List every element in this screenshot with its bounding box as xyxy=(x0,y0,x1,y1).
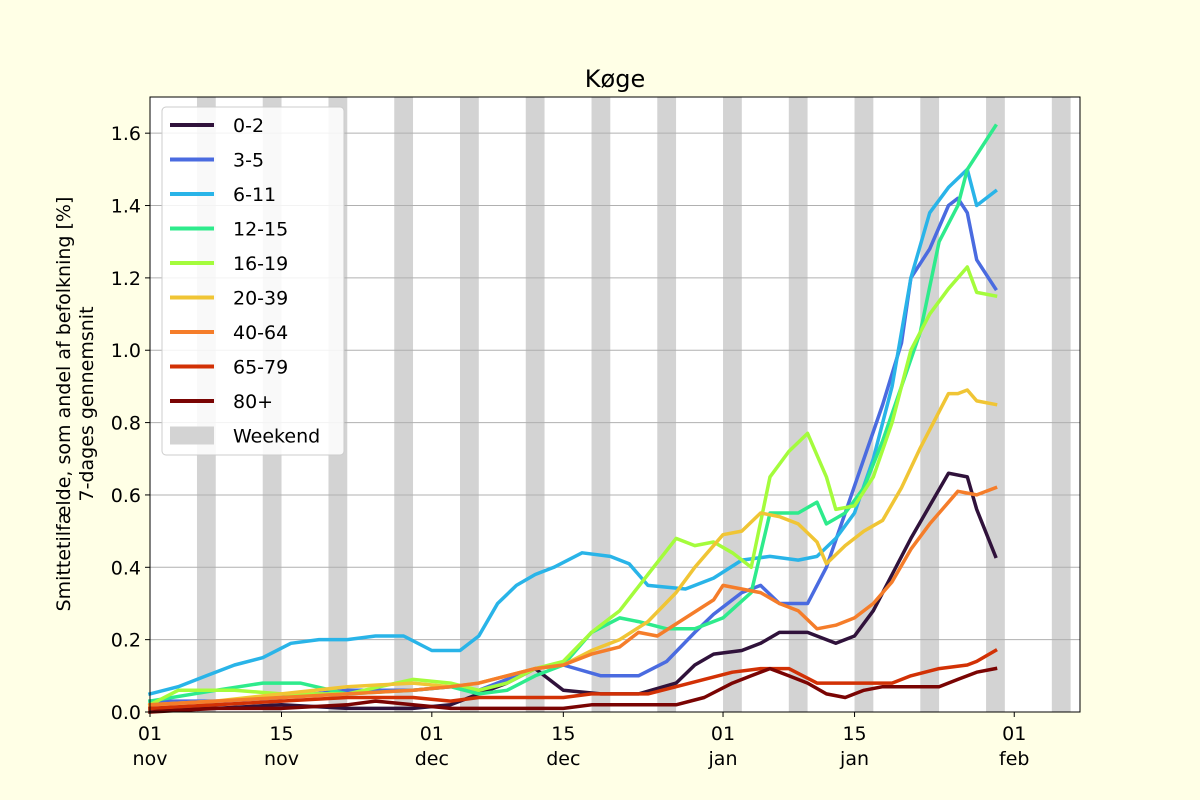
y-tick-label: 1.0 xyxy=(111,340,141,362)
series-line-80+ xyxy=(148,666,998,714)
weekend-band xyxy=(920,97,940,712)
weekend-band xyxy=(657,97,677,712)
series-line-40-64 xyxy=(148,485,998,707)
y-tick-label: 0.4 xyxy=(111,557,141,579)
legend-label: 16-19 xyxy=(233,253,288,275)
weekend-band xyxy=(723,97,742,712)
legend-label: 80+ xyxy=(233,391,273,413)
x-tick-day-label: 01 xyxy=(1002,723,1026,745)
y-tick-label: 0.0 xyxy=(111,702,141,724)
chart-title: Køge xyxy=(585,65,645,93)
series-line-6-11 xyxy=(147,167,998,697)
legend-label-weekend: Weekend xyxy=(233,426,320,448)
x-tick-month-label: dec xyxy=(415,748,449,770)
x-tick-month-label: nov xyxy=(264,748,299,770)
legend-swatch-weekend xyxy=(170,426,214,445)
y-tick-label: 1.4 xyxy=(111,196,141,218)
y-tick-label: 0.6 xyxy=(111,485,141,507)
weekend-band xyxy=(394,97,414,712)
x-tick-day-label: 15 xyxy=(842,723,866,745)
legend-label: 6-11 xyxy=(233,184,276,206)
x-tick-month-label: jan xyxy=(839,748,869,770)
x-tick-day-label: 15 xyxy=(269,723,293,745)
series-line-65-79 xyxy=(148,648,998,711)
legend-label: 3-5 xyxy=(233,150,264,172)
x-tick-month-label: dec xyxy=(546,748,580,770)
weekend-band xyxy=(591,97,611,712)
weekend-band xyxy=(525,97,545,712)
x-tick-day-label: 01 xyxy=(711,723,735,745)
y-tick-label: 1.6 xyxy=(111,123,141,145)
legend: 0-2 3-5 6-11 12-15 16-19 20-39 40-64 65-79 80+ We… xyxy=(161,106,345,456)
y-tick-label: 1.2 xyxy=(111,268,141,290)
legend-label: 20-39 xyxy=(233,288,288,310)
y-axis-label-line-1: Smittetilfælde, som andel af befolkning … xyxy=(53,197,75,612)
legend-label: 40-64 xyxy=(233,322,288,344)
series-line-16-19 xyxy=(147,265,998,708)
y-axis-label: Smittetilfælde, som andel af befolkning … xyxy=(53,197,98,612)
weekend-band xyxy=(460,97,479,712)
series-lines xyxy=(147,123,998,714)
weekend-band xyxy=(788,97,808,712)
legend-label: 12-15 xyxy=(233,219,288,241)
x-axis: 01 nov 15 nov 01 dec 15 dec 01 jan 15 jan 01 feb xyxy=(133,712,1029,770)
x-tick-day-label: 01 xyxy=(420,723,444,745)
y-axis: 0.0 0.2 0.4 0.6 0.8 1.0 1.2 1.4 1.6 xyxy=(111,123,150,724)
x-tick-month-label: jan xyxy=(708,748,738,770)
legend-label: 0-2 xyxy=(233,115,264,137)
x-tick-month-label: nov xyxy=(133,748,168,770)
y-tick-label: 0.8 xyxy=(111,413,141,435)
weekend-band xyxy=(854,97,874,712)
y-axis-label-line-2: 7-dages gennemsnit xyxy=(76,306,98,501)
x-tick-day-label: 15 xyxy=(551,723,575,745)
plot-frame xyxy=(149,96,1081,713)
legend-label: 65-79 xyxy=(233,357,288,379)
y-tick-label: 0.2 xyxy=(111,630,141,652)
x-tick-day-label: 01 xyxy=(138,723,162,745)
weekend-band xyxy=(1051,97,1071,712)
x-tick-month-label: feb xyxy=(999,748,1029,770)
